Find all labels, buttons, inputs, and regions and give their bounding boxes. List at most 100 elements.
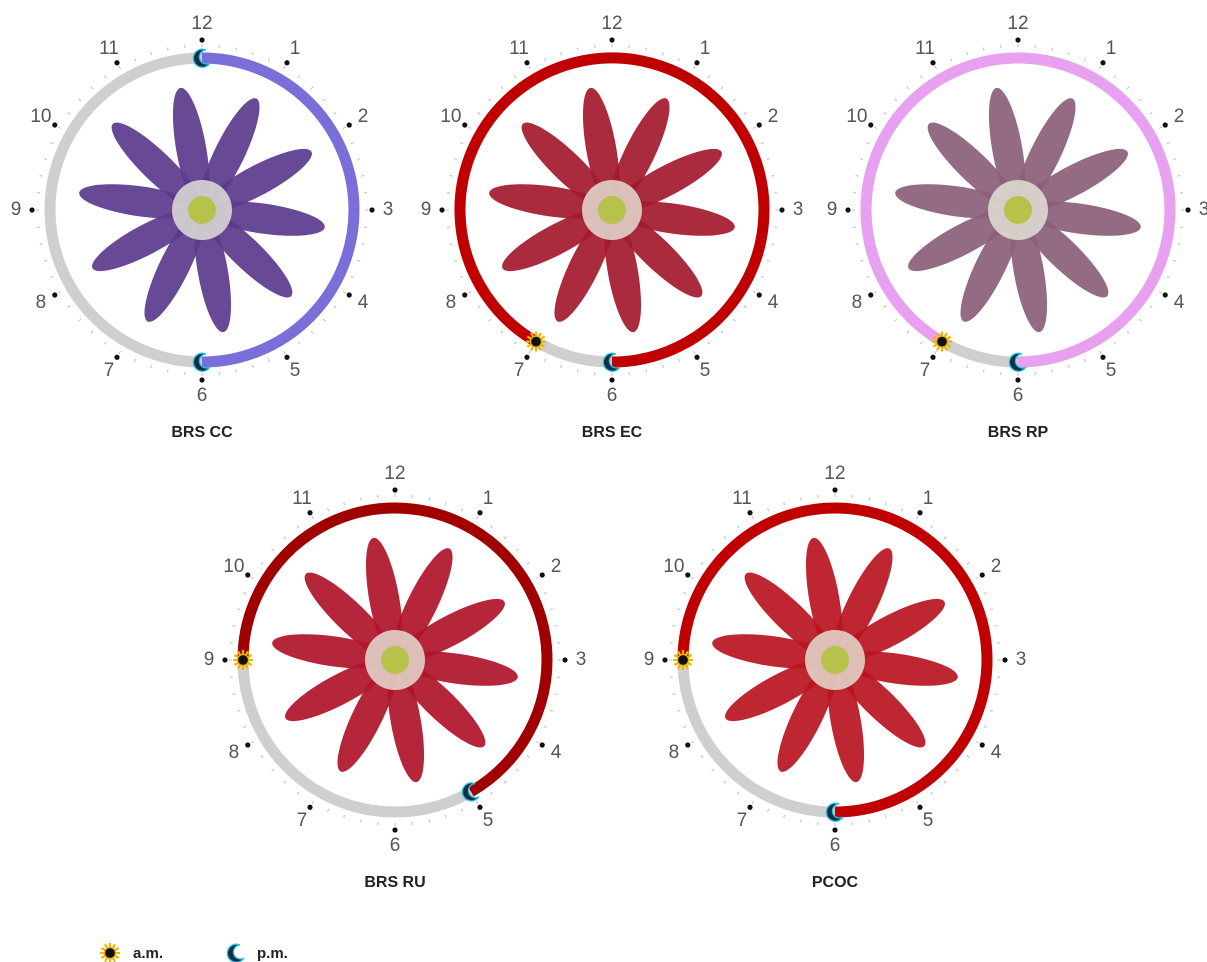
- hour-dot: [1015, 377, 1021, 383]
- petal: [604, 209, 642, 333]
- moon-icon: [1008, 352, 1027, 372]
- minute-tick: [1166, 275, 1170, 278]
- minute-tick: [975, 576, 980, 579]
- minute-tick: [544, 58, 547, 62]
- minute-tick: [327, 508, 330, 512]
- minute-tick: [1099, 65, 1102, 70]
- minute-tick: [873, 126, 878, 129]
- clock-label: BRS RP: [988, 424, 1049, 441]
- minute-tick: [771, 243, 775, 246]
- minute-tick: [920, 341, 923, 345]
- minute-tick: [1051, 47, 1054, 51]
- open-arc: [237, 502, 553, 797]
- hour-dot: [539, 572, 545, 578]
- minute-tick: [1099, 350, 1102, 355]
- minute-tick: [271, 768, 275, 772]
- minute-tick: [966, 51, 969, 56]
- hour-dot: [930, 60, 936, 66]
- hour-dot: [539, 742, 545, 748]
- minute-tick: [311, 800, 314, 805]
- hour-dot: [307, 510, 313, 516]
- petal: [554, 209, 616, 322]
- minute-tick: [271, 548, 275, 552]
- minute-tick: [693, 350, 696, 355]
- minute-tick: [859, 158, 864, 161]
- minute-tick: [488, 98, 492, 102]
- minute-tick: [250, 741, 255, 744]
- minute-tick: [1166, 142, 1170, 145]
- flower: [489, 87, 735, 333]
- sun-icon: [673, 650, 693, 670]
- clock-label: BRS EC: [582, 424, 643, 441]
- hour-dot: [199, 377, 205, 383]
- minute-tick: [783, 814, 786, 819]
- hour-dot: [832, 827, 838, 833]
- hour-label: 7: [514, 360, 525, 381]
- minute-tick: [343, 814, 346, 819]
- petal: [908, 207, 1019, 272]
- minute-tick: [855, 174, 859, 177]
- minute-tick: [67, 305, 71, 308]
- petal: [201, 148, 312, 213]
- minute-tick: [477, 305, 481, 308]
- open-arc: [860, 52, 1176, 368]
- sun-core: [676, 653, 690, 667]
- petal: [200, 208, 293, 298]
- petal: [827, 659, 865, 783]
- minute-tick: [57, 126, 62, 129]
- minute-tick: [752, 291, 757, 294]
- hour-label: 8: [36, 292, 47, 313]
- hour-label: 10: [30, 106, 51, 127]
- hour-dot: [979, 572, 985, 578]
- minute-tick: [104, 341, 107, 345]
- hour-label: 6: [830, 835, 841, 856]
- minute-tick: [752, 126, 757, 129]
- petal: [608, 98, 670, 211]
- hour-label: 4: [551, 742, 562, 763]
- minute-tick: [1113, 75, 1116, 79]
- hour-label: 9: [204, 649, 215, 670]
- minute-tick: [955, 548, 959, 552]
- minute-tick: [661, 51, 664, 56]
- hour-dot: [477, 510, 483, 516]
- minute-tick: [322, 318, 326, 322]
- minute-tick: [361, 174, 365, 177]
- hour-dot: [917, 510, 923, 516]
- minute-tick: [884, 501, 887, 506]
- petal: [805, 537, 843, 661]
- minute-tick: [783, 501, 786, 506]
- hour-dot: [609, 37, 615, 43]
- minute-tick: [449, 174, 453, 177]
- petal: [285, 657, 396, 722]
- petal: [365, 537, 403, 661]
- petal: [927, 122, 1020, 212]
- minute-tick: [236, 709, 241, 712]
- petal: [198, 98, 260, 211]
- minute-tick: [576, 369, 579, 373]
- hour-dot: [979, 742, 985, 748]
- sun-icon: [932, 331, 952, 352]
- minute-tick: [150, 51, 153, 56]
- minute-tick: [43, 259, 48, 262]
- minute-tick: [490, 791, 493, 795]
- hour-label: 2: [768, 106, 779, 127]
- open-arc: [454, 52, 770, 368]
- minute-tick: [544, 358, 547, 362]
- minute-tick: [236, 608, 241, 611]
- minute-tick: [994, 693, 998, 696]
- minute-tick: [134, 58, 137, 62]
- minute-tick: [39, 243, 43, 246]
- hour-label: 8: [229, 742, 240, 763]
- hour-label: 5: [483, 810, 494, 831]
- flower: [79, 87, 325, 333]
- petal: [92, 207, 203, 272]
- minute-tick: [526, 562, 530, 565]
- minute-tick: [677, 58, 680, 62]
- hour-label: 9: [421, 199, 432, 220]
- minute-tick: [235, 369, 238, 373]
- minute-tick: [930, 791, 933, 795]
- center: [188, 196, 216, 224]
- minute-tick: [989, 608, 994, 611]
- center: [381, 646, 409, 674]
